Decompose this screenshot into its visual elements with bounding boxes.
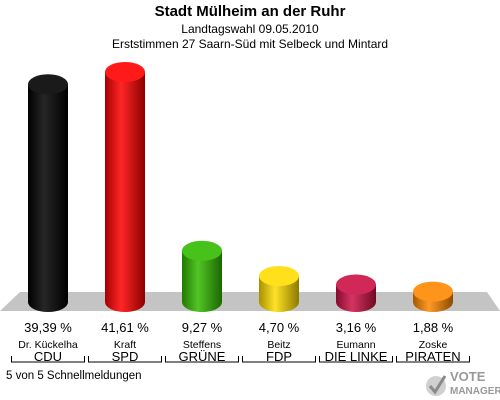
party-bracket — [396, 356, 470, 363]
bar-fdp — [259, 266, 299, 312]
logo-text-bottom: MANAGER — [450, 386, 500, 397]
bar-top — [259, 266, 299, 287]
candidate-label: Eumann — [336, 339, 375, 351]
party-bracket — [165, 356, 239, 363]
bar-top — [336, 274, 376, 295]
party-label: CDU — [34, 349, 62, 364]
party-label: FDP — [266, 349, 292, 364]
value-label: 39,39 % — [24, 320, 72, 335]
bar-grüne — [182, 240, 222, 312]
bar-piraten — [413, 281, 453, 312]
bars-group — [28, 62, 453, 312]
value-label: 9,27 % — [182, 320, 223, 335]
candidate-label: Zoske — [419, 339, 448, 351]
bar-die-linke — [336, 274, 376, 312]
bar-top — [105, 62, 145, 82]
party-bracket — [319, 356, 393, 363]
bar-top — [182, 240, 222, 261]
bar-body — [259, 276, 299, 312]
bar-cdu — [28, 74, 68, 312]
candidate-label: Beitz — [267, 339, 290, 351]
chart-subtitle-2: Erststimmen 27 Saarn-Süd mit Selbeck und… — [111, 37, 389, 51]
party-bracket — [11, 356, 85, 363]
footer-text: 5 von 5 Schnellmeldungen — [6, 370, 142, 382]
logo-text-top: VOTE — [450, 369, 486, 384]
party-label: GRÜNE — [179, 349, 226, 364]
value-label: 1,88 % — [413, 320, 454, 335]
value-label: 3,16 % — [336, 320, 377, 335]
candidate-label: Dr. Kückelha — [18, 339, 78, 351]
value-label: 4,70 % — [259, 320, 300, 335]
bar-top — [413, 281, 453, 302]
bar-top — [28, 74, 68, 95]
bar-body — [105, 72, 145, 312]
candidate-label: Steffens — [183, 339, 221, 351]
party-bracket — [88, 356, 162, 363]
chart-title: Stadt Mülheim an der Ruhr — [154, 3, 346, 20]
party-label: PIRATEN — [405, 349, 460, 364]
party-bracket — [242, 356, 316, 363]
bar-spd — [105, 62, 145, 312]
value-label: 41,61 % — [101, 320, 149, 335]
bar-body — [182, 250, 222, 312]
votemanager-logo: VOTE MANAGER — [426, 369, 500, 397]
bar-body — [28, 84, 68, 312]
party-label: DIE LINKE — [325, 349, 388, 364]
logo-check-icon — [426, 375, 447, 396]
chart-subtitle: Landtagswahl 09.05.2010 — [181, 22, 319, 36]
party-label: SPD — [112, 349, 139, 364]
candidate-label: Kraft — [114, 339, 136, 351]
